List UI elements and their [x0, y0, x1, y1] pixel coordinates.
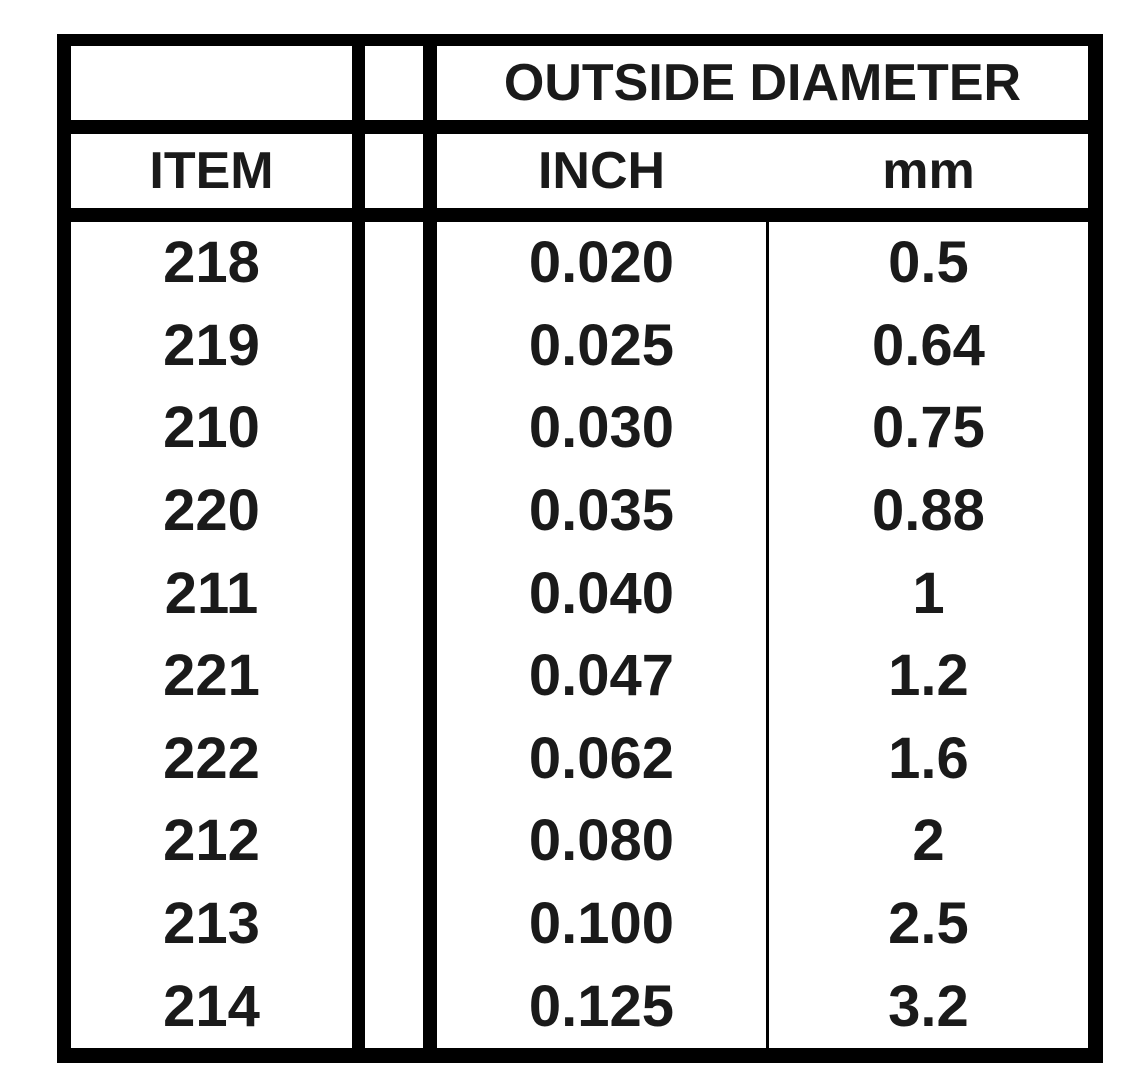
cell-item: 213: [163, 891, 260, 957]
cell-item: 221: [163, 643, 260, 709]
cell-mm: 2: [912, 808, 945, 874]
divider-row-2: [57, 208, 1103, 222]
cell-inch: 0.047: [528, 643, 675, 709]
cell-mm: 0.88: [872, 478, 985, 544]
cell-mm: 1.2: [888, 643, 969, 709]
cell-inch: 0.030: [528, 395, 675, 461]
border-top: [57, 34, 1103, 46]
divider-row-1: [57, 120, 1103, 134]
cell-item: 210: [163, 395, 260, 461]
cell-inch: 0.040: [528, 560, 675, 626]
group-header-outside-diameter: OUTSIDE DIAMETER: [503, 54, 1022, 112]
cell-mm: 0.75: [872, 395, 985, 461]
cell-inch: 0.062: [528, 725, 675, 791]
cell-mm: 1.6: [888, 725, 969, 791]
column-header-mm: mm: [882, 142, 975, 200]
cell-item: 220: [163, 478, 260, 544]
cell-inch: 0.100: [528, 891, 675, 957]
divider-col-2: [423, 34, 437, 1063]
cell-inch: 0.125: [528, 973, 675, 1039]
column-header-item: ITEM: [149, 142, 274, 200]
cell-item: 218: [163, 230, 260, 296]
cell-mm: 1: [912, 560, 945, 626]
cell-mm: 2.5: [888, 891, 969, 957]
cell-inch: 0.080: [528, 808, 675, 874]
cell-mm: 3.2: [888, 973, 969, 1039]
cell-mm: 0.64: [872, 312, 985, 378]
divider-col-1: [352, 34, 365, 1063]
divider-inch-mm: [766, 222, 769, 1048]
border-right: [1088, 34, 1103, 1063]
cell-item: 219: [163, 312, 260, 378]
cell-inch: 0.035: [528, 478, 675, 544]
cell-item: 214: [163, 973, 260, 1039]
cell-inch: 0.025: [528, 312, 675, 378]
border-left: [57, 34, 71, 1063]
border-bottom: [57, 1048, 1103, 1063]
cell-inch: 0.020: [528, 230, 675, 296]
cell-mm: 0.5: [888, 230, 969, 296]
column-header-inch: INCH: [537, 142, 666, 200]
cell-item: 222: [163, 725, 260, 791]
cell-item: 212: [163, 808, 260, 874]
cell-item: 211: [164, 560, 259, 626]
